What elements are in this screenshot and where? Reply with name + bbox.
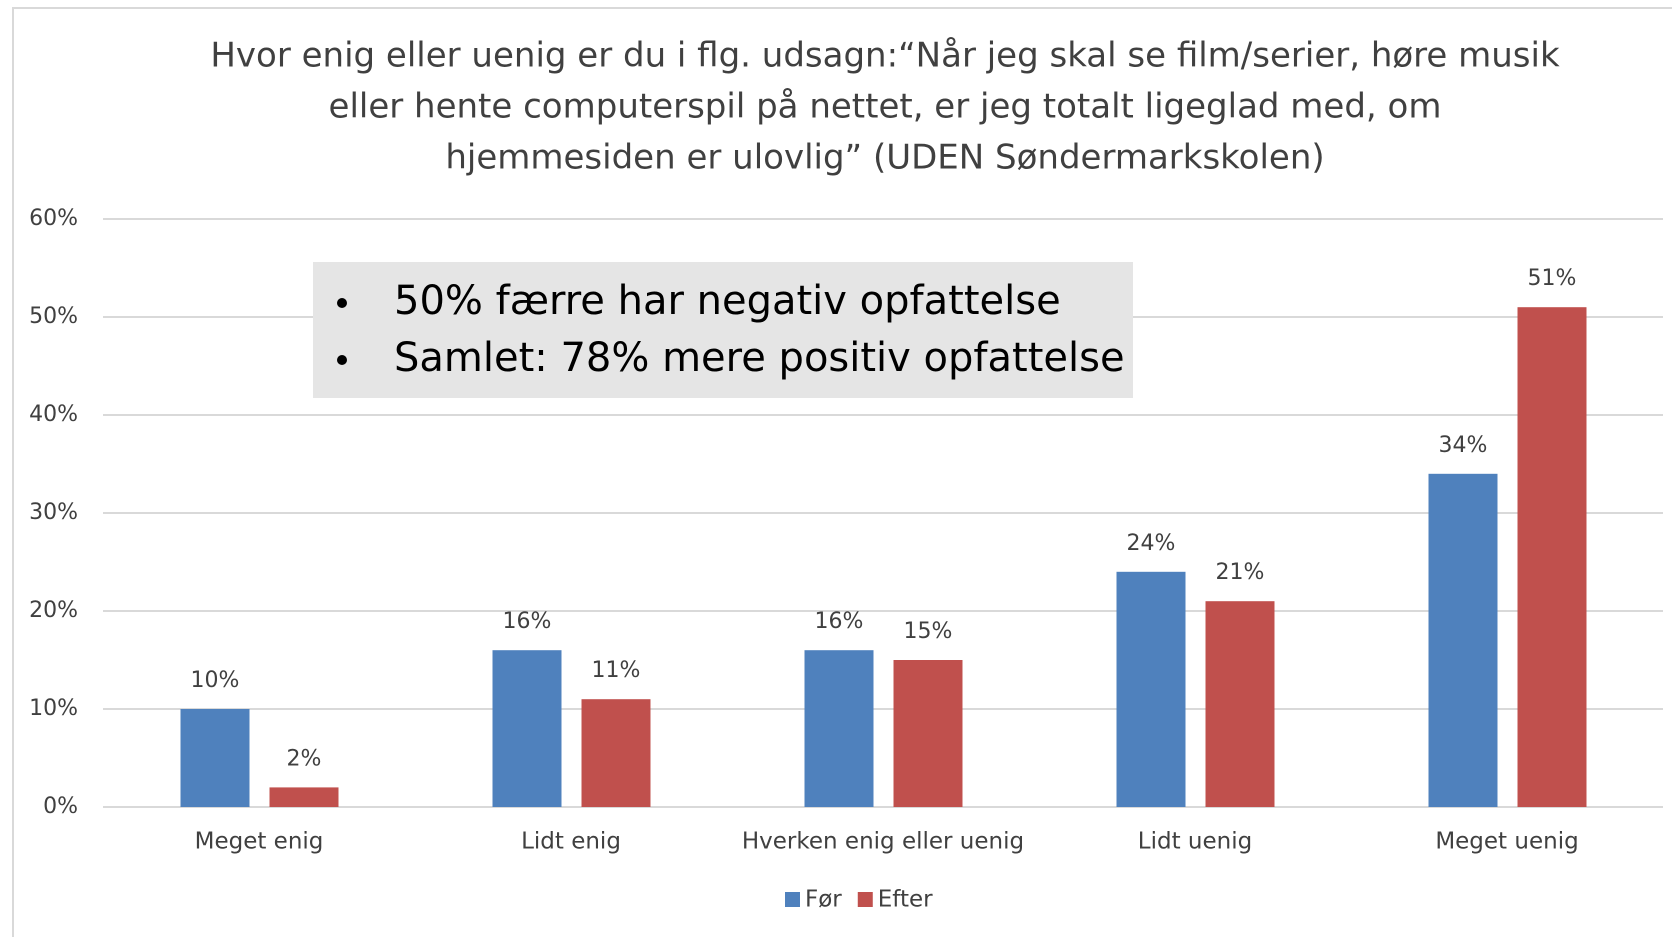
legend-swatch	[785, 892, 800, 907]
data-label: 15%	[904, 619, 953, 644]
annotation: Samlet: 78% mere positiv opfattelse	[394, 335, 1125, 381]
chart-title: eller hente computerspil på nettet, er j…	[329, 87, 1442, 127]
data-label: 16%	[503, 609, 552, 634]
x-tick-label: Lidt enig	[521, 829, 621, 855]
bar	[1517, 307, 1587, 807]
data-label: 24%	[1127, 531, 1176, 556]
data-label: 2%	[287, 746, 322, 771]
legend-label: Efter	[878, 887, 933, 913]
annotation-box	[313, 262, 1133, 398]
chart-title: Hvor enig eller uenig er du i flg. udsag…	[210, 36, 1560, 76]
bar	[581, 699, 651, 807]
bar	[1205, 601, 1275, 807]
annotation: 50% færre har negativ opfattelse	[394, 278, 1061, 324]
chart-title: hjemmesiden er ulovlig” (UDEN Søndermark…	[445, 138, 1324, 178]
bar	[492, 650, 562, 807]
data-label: 34%	[1439, 433, 1488, 458]
legend-swatch	[857, 892, 873, 907]
bar	[269, 787, 339, 807]
data-label: 10%	[191, 668, 240, 693]
y-tick-label: 10%	[29, 696, 78, 721]
chart-frame	[12, 7, 1672, 937]
y-tick-label: 40%	[29, 402, 78, 427]
x-tick-label: Meget uenig	[1435, 829, 1578, 855]
x-tick-label: Meget enig	[195, 829, 324, 855]
y-tick-label: 20%	[29, 598, 78, 623]
y-tick-label: 0%	[43, 794, 78, 819]
data-label: 51%	[1528, 266, 1577, 291]
data-label: 21%	[1216, 560, 1265, 585]
bar	[893, 660, 963, 807]
y-tick-label: 60%	[29, 206, 78, 231]
y-tick-label: 50%	[29, 304, 78, 329]
bullet	[337, 355, 347, 365]
bar	[1428, 473, 1498, 807]
bar	[1116, 571, 1186, 807]
x-tick-label: Lidt uenig	[1138, 829, 1252, 855]
data-label: 11%	[592, 658, 641, 683]
bar	[180, 709, 250, 807]
bar	[804, 650, 874, 807]
y-tick-label: 30%	[29, 500, 78, 525]
bullet	[337, 298, 347, 308]
legend-label: Før	[805, 887, 842, 913]
data-label: 16%	[815, 609, 864, 634]
x-tick-label: Hverken enig eller uenig	[742, 829, 1024, 855]
